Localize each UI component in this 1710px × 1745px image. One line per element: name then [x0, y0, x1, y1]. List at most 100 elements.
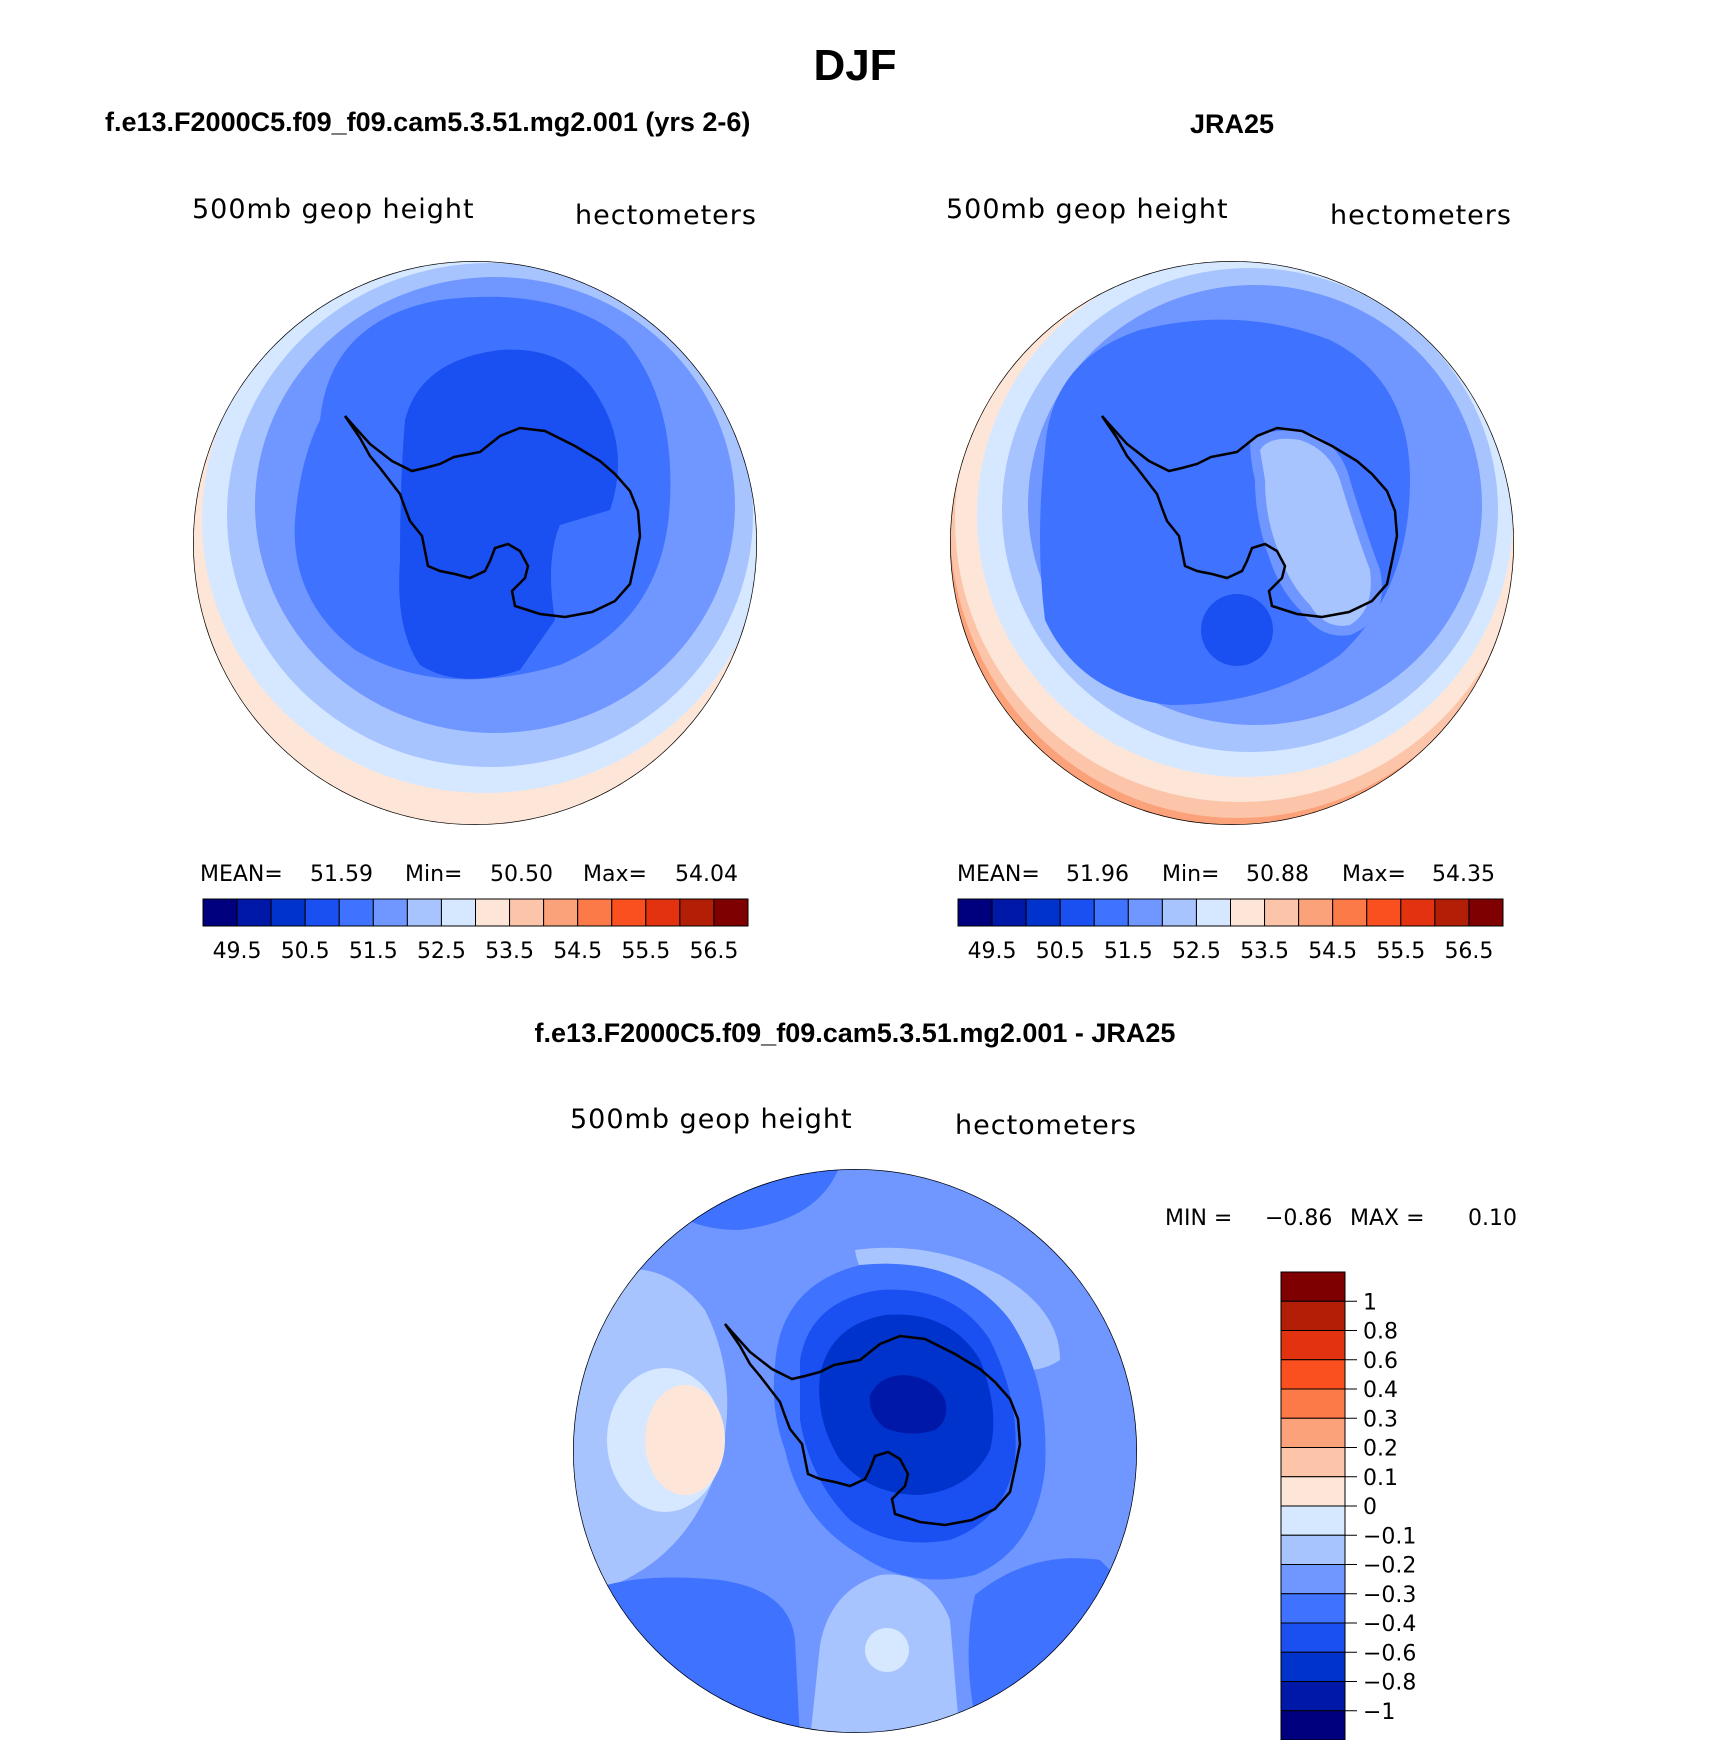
mean-value: 51.59 [310, 862, 373, 887]
colorbar-swatch [1366, 898, 1402, 927]
contour-band [399, 349, 618, 679]
units-label: hectometers [1330, 200, 1512, 231]
colorbar: 1 0.8 0.6 0.4 0.3 0.2 0.1 0 −0.1 −0.2 −0.3 −0.4 −0.6… [1280, 1271, 1416, 1741]
colorbar-swatch [1280, 1534, 1346, 1565]
min-value: 50.88 [1246, 862, 1309, 887]
colorbar-swatch [202, 898, 238, 927]
max-value: 54.04 [675, 862, 738, 887]
colorbar-swatch [1280, 1593, 1346, 1624]
units-label: hectometers [955, 1110, 1137, 1141]
colorbar: 49.5 50.5 51.5 52.5 53.5 54.5 55.5 56.5 [202, 898, 749, 964]
contour-band [865, 1628, 909, 1672]
colorbar-tick-label: 49.5 [968, 939, 1017, 964]
colorbar-swatch [1280, 1622, 1346, 1653]
max-label: Max= [1342, 862, 1406, 887]
colorbar-swatch [475, 898, 511, 927]
colorbar-swatch [991, 898, 1027, 927]
colorbar-swatch [1264, 898, 1300, 927]
colorbar-swatch [509, 898, 545, 927]
min-label: Min= [405, 862, 462, 887]
colorbar-swatch [713, 898, 749, 927]
colorbar-swatch [440, 898, 476, 927]
colorbar-swatch [1280, 1564, 1346, 1595]
colorbar-swatch [1127, 898, 1163, 927]
colorbar-tick-label: 0.6 [1363, 1349, 1398, 1374]
colorbar-tick-label: 0 [1363, 1495, 1377, 1520]
polar-map [573, 1169, 1137, 1733]
colorbar-tick-label: −0.3 [1363, 1583, 1416, 1608]
contour-band [869, 1375, 947, 1434]
max-value: 0.10 [1468, 1206, 1517, 1231]
colorbar-swatch [645, 898, 681, 927]
colorbar-swatch [1093, 898, 1129, 927]
colorbar-tick-label: 54.5 [553, 939, 602, 964]
colorbar-swatch [1280, 1388, 1346, 1419]
colorbar-swatch [611, 898, 647, 927]
colorbar-swatch [1298, 898, 1334, 927]
mean-label: MEAN= [957, 862, 1040, 887]
colorbar-tick-label: 55.5 [621, 939, 670, 964]
panel-title: f.e13.F2000C5.f09_f09.cam5.3.51.mg2.001 … [535, 1018, 1176, 1048]
colorbar-tick-label: 0.3 [1363, 1407, 1398, 1432]
colorbar-swatch [236, 898, 272, 927]
colorbar-swatch [1280, 1710, 1346, 1741]
page-title: DJF [813, 41, 896, 90]
max-value: 54.35 [1432, 862, 1495, 887]
colorbar-tick-label: −0.4 [1363, 1612, 1416, 1637]
colorbar-swatch [1280, 1417, 1346, 1448]
colorbar-swatch [1280, 1505, 1346, 1536]
colorbar-swatch [1280, 1330, 1346, 1361]
colorbar-swatch [1332, 898, 1368, 927]
max-label: MAX = [1350, 1206, 1425, 1231]
colorbar-swatch [1230, 898, 1266, 927]
colorbar-tick-label: 52.5 [417, 939, 466, 964]
panel-model: f.e13.F2000C5.f09_f09.cam5.3.51.mg2.001 … [105, 107, 757, 964]
colorbar-swatch [338, 898, 374, 927]
colorbar-tick-label: 0.4 [1363, 1378, 1398, 1403]
field-label: 500mb geop height [946, 194, 1229, 225]
colorbar-tick-label: −0.6 [1363, 1641, 1416, 1666]
colorbar-tick-label: −0.2 [1363, 1554, 1416, 1579]
units-label: hectometers [575, 200, 757, 231]
colorbar-tick-label: 52.5 [1172, 939, 1221, 964]
colorbar-swatch [1280, 1651, 1346, 1682]
colorbar-tick-label: 55.5 [1376, 939, 1425, 964]
colorbar-swatch [304, 898, 340, 927]
colorbar-tick-label: 51.5 [1104, 939, 1153, 964]
colorbar-tick-label: 54.5 [1308, 939, 1357, 964]
colorbar-tick-label: 50.5 [281, 939, 330, 964]
colorbar-tick-label: −1 [1363, 1700, 1395, 1725]
colorbar-tick-label: 53.5 [485, 939, 534, 964]
colorbar-swatch [1280, 1359, 1346, 1390]
colorbar-swatch [577, 898, 613, 927]
panel-obs: JRA25 500mb geop height hectometers MEAN… [946, 109, 1514, 964]
panel-diff: f.e13.F2000C5.f09_f09.cam5.3.51.mg2.001 … [535, 1018, 1517, 1741]
colorbar-swatch [1280, 1447, 1346, 1478]
colorbar-tick-label: −0.8 [1363, 1671, 1416, 1696]
colorbar-swatch [1195, 898, 1231, 927]
polar-map [950, 261, 1514, 825]
colorbar-swatch [372, 898, 408, 927]
min-label: Min= [1162, 862, 1219, 887]
colorbar-tick-label: 0.2 [1363, 1437, 1398, 1462]
colorbar-swatch [1059, 898, 1095, 927]
colorbar-tick-label: 49.5 [213, 939, 262, 964]
colorbar-swatch [1280, 1300, 1346, 1331]
field-label: 500mb geop height [570, 1104, 853, 1135]
contour-band [573, 1577, 800, 1733]
min-value: 50.50 [490, 862, 553, 887]
colorbar-swatch [1025, 898, 1061, 927]
colorbar-swatch [1280, 1271, 1346, 1302]
contour-band [1201, 594, 1273, 666]
contour-band [968, 1558, 1137, 1733]
colorbar-swatch [1161, 898, 1197, 927]
colorbar-tick-label: 56.5 [689, 939, 738, 964]
colorbar-swatch [679, 898, 715, 927]
max-label: Max= [583, 862, 647, 887]
mean-label: MEAN= [200, 862, 283, 887]
colorbar-swatch [543, 898, 579, 927]
panel-title: JRA25 [1190, 109, 1274, 139]
colorbar-swatch [1434, 898, 1470, 927]
colorbar-tick-label: 53.5 [1240, 939, 1289, 964]
